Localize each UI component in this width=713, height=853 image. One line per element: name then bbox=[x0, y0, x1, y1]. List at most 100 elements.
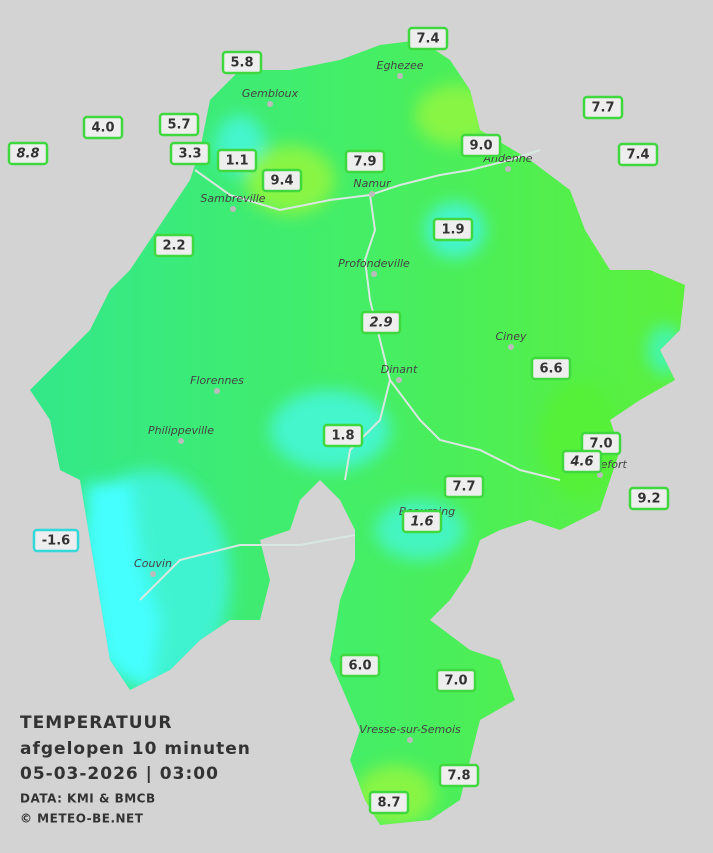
station-box bbox=[401, 509, 443, 534]
station-box bbox=[322, 423, 364, 448]
station-box bbox=[628, 486, 670, 511]
station: 1.9 bbox=[432, 217, 474, 242]
place-label: Sambreville bbox=[200, 192, 265, 205]
station-value: 4.0 bbox=[91, 121, 114, 136]
place-label: Profondeville bbox=[338, 257, 410, 270]
place-label: Florennes bbox=[190, 374, 244, 387]
station: 7.4 bbox=[407, 26, 449, 51]
station: 7.0 bbox=[435, 668, 477, 693]
station-value: 1.1 bbox=[225, 154, 248, 169]
station-value: 5.7 bbox=[167, 118, 190, 133]
place-dot bbox=[369, 191, 375, 197]
station-value: 9.4 bbox=[270, 174, 293, 189]
station: 7.7 bbox=[582, 95, 624, 120]
station-box bbox=[460, 133, 502, 158]
station: 7.9 bbox=[344, 149, 386, 174]
place-label: Ciney bbox=[496, 330, 527, 343]
place-label: Namur bbox=[353, 177, 392, 190]
station: 5.7 bbox=[158, 112, 200, 137]
station-value: 7.9 bbox=[353, 155, 376, 170]
place-dot bbox=[214, 388, 220, 394]
caption-title: TEMPERATUUR bbox=[20, 713, 172, 733]
station: 6.6 bbox=[530, 356, 572, 381]
station: 7.4 bbox=[617, 142, 659, 167]
place-label: Philippeville bbox=[148, 424, 214, 437]
station: 9.4 bbox=[261, 168, 303, 193]
station-value: 7.7 bbox=[591, 101, 614, 116]
station: 9.0 bbox=[460, 133, 502, 158]
place-dot bbox=[150, 571, 156, 577]
station-box bbox=[344, 149, 386, 174]
station: 7.7 bbox=[443, 474, 485, 499]
station-box bbox=[561, 449, 603, 474]
station-value: 7.8 bbox=[447, 769, 470, 784]
station-value: 3.3 bbox=[178, 147, 201, 162]
station-box bbox=[617, 142, 659, 167]
station: 2.9 bbox=[360, 310, 402, 335]
station-box bbox=[443, 474, 485, 499]
station: 9.2 bbox=[628, 486, 670, 511]
place-label: Vresse-sur-Semois bbox=[359, 723, 461, 736]
station: 4.0 bbox=[82, 115, 124, 140]
place-dot bbox=[178, 438, 184, 444]
place-dot bbox=[508, 344, 514, 350]
station-value: 4.6 bbox=[569, 455, 593, 470]
place-label: Gembloux bbox=[242, 87, 299, 100]
station: -1.6 bbox=[32, 528, 80, 553]
station-box bbox=[7, 141, 49, 166]
station: 7.8 bbox=[438, 763, 480, 788]
station: 2.2 bbox=[153, 233, 195, 258]
station-value: -1.6 bbox=[42, 534, 70, 549]
station-value: 7.4 bbox=[416, 32, 439, 47]
station-box bbox=[530, 356, 572, 381]
place-dot bbox=[396, 377, 402, 383]
station-value: 8.7 bbox=[377, 796, 400, 811]
station-box bbox=[221, 50, 263, 75]
station: 8.8 bbox=[7, 141, 49, 166]
station: 1.8 bbox=[322, 423, 364, 448]
station-box bbox=[82, 115, 124, 140]
station-box bbox=[407, 26, 449, 51]
station-value: 1.6 bbox=[410, 515, 433, 530]
station-value: 7.0 bbox=[589, 437, 612, 452]
station: 1.6 bbox=[401, 509, 443, 534]
caption-subtitle: afgelopen 10 minuten bbox=[20, 739, 251, 759]
station-value: 1.8 bbox=[331, 429, 354, 444]
place-dot bbox=[371, 271, 377, 277]
station: 8.7 bbox=[368, 790, 410, 815]
place-dot bbox=[230, 206, 236, 212]
place-dot bbox=[397, 73, 403, 79]
station-value: 7.0 bbox=[444, 674, 467, 689]
station-value: 6.6 bbox=[539, 362, 562, 377]
station-box bbox=[32, 528, 80, 553]
station: 6.0 bbox=[339, 653, 381, 678]
station-box bbox=[360, 310, 402, 335]
station: 3.3 bbox=[169, 141, 211, 166]
place-dot bbox=[267, 101, 273, 107]
station-box bbox=[153, 233, 195, 258]
station: 1.1 bbox=[216, 148, 258, 173]
station-value: 9.0 bbox=[469, 139, 492, 154]
place-dot bbox=[597, 472, 603, 478]
station-value: 6.0 bbox=[348, 659, 371, 674]
station-box bbox=[368, 790, 410, 815]
place-dot bbox=[407, 737, 413, 743]
station: 4.6 bbox=[561, 449, 603, 474]
station-box bbox=[438, 763, 480, 788]
station-value: 9.2 bbox=[637, 492, 660, 507]
caption-source: DATA: KMI & BMCB bbox=[20, 792, 156, 806]
station-box bbox=[435, 668, 477, 693]
station-value: 8.8 bbox=[16, 147, 39, 162]
station-box bbox=[216, 148, 258, 173]
caption-copyright: © METEO-BE.NET bbox=[20, 812, 144, 826]
station-value: 7.4 bbox=[626, 148, 649, 163]
place-dot bbox=[505, 166, 511, 172]
place-label: Couvin bbox=[134, 557, 172, 570]
place-label: Eghezee bbox=[377, 59, 424, 72]
station-box bbox=[339, 653, 381, 678]
station-value: 1.9 bbox=[441, 223, 464, 238]
caption-datetime: 05-03-2026 | 03:00 bbox=[20, 764, 219, 784]
station-value: 7.7 bbox=[452, 480, 475, 495]
station-box bbox=[158, 112, 200, 137]
